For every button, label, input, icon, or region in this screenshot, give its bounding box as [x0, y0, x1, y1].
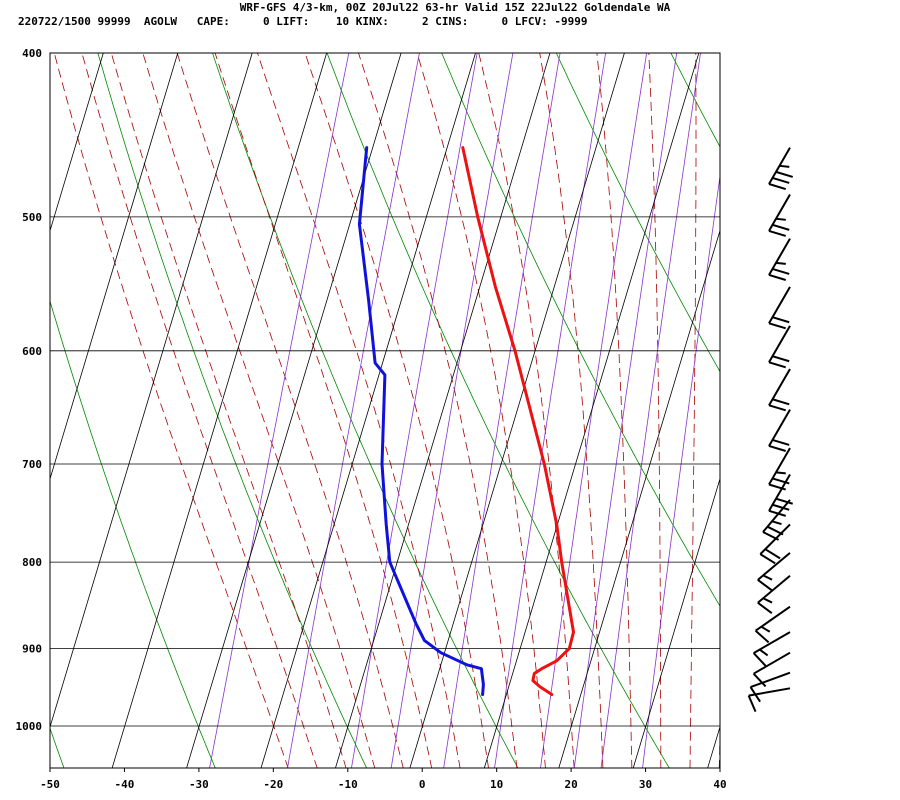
plot-frame	[49, 52, 721, 769]
temperature-tick-label: 10	[490, 778, 503, 791]
moist-adiabat	[304, 53, 489, 768]
wind-barb	[752, 651, 791, 688]
mixing-ratio-line	[443, 53, 561, 768]
isotherm	[483, 53, 700, 768]
wind-barb	[757, 574, 791, 614]
moist-adiabat	[110, 53, 347, 768]
moist-adiabat	[478, 53, 575, 768]
mixing-ratio-line	[209, 53, 350, 768]
isotherm	[335, 53, 551, 768]
isotherm	[0, 15, 40, 768]
moist-adiabat	[718, 718, 720, 768]
background-reference-lines	[0, 15, 900, 769]
dry-adiabat	[50, 727, 65, 768]
pressure-tick-label: 900	[22, 643, 42, 656]
temperature-tick-label: -50	[40, 778, 60, 791]
wind-barb	[768, 447, 791, 491]
wind-barb	[759, 523, 791, 565]
isotherm	[707, 725, 720, 768]
temperature-tick-label: 20	[564, 778, 577, 791]
isotherm	[558, 229, 720, 768]
mixing-ratio-line	[494, 53, 607, 768]
isotherm	[260, 53, 476, 768]
temperature-tick-label: -40	[115, 778, 135, 791]
mixing-ratio-line	[351, 53, 478, 768]
moist-adiabat	[53, 53, 289, 768]
dry-adiabat	[555, 53, 720, 373]
dry-adiabat	[50, 299, 216, 768]
wind-barb	[768, 194, 791, 237]
moist-adiabat	[81, 53, 318, 768]
pressure-tick-label: 1000	[16, 720, 43, 733]
wind-barb	[757, 552, 791, 592]
temperature-tick-label: -10	[338, 778, 358, 791]
moist-adiabat	[142, 53, 376, 768]
wind-barb	[768, 147, 794, 190]
isotherm	[782, 15, 900, 768]
moist-adiabat	[176, 53, 404, 768]
wind-barb	[768, 368, 791, 412]
sounding-traces	[357, 146, 575, 696]
moist-adiabat	[416, 53, 546, 768]
mixing-ratio-line	[573, 53, 678, 768]
mixing-ratio-line	[642, 173, 720, 768]
isotherm	[50, 53, 179, 481]
mixing-ratio-line	[287, 53, 420, 768]
temperature-tick-label: 40	[713, 778, 726, 791]
mixing-ratio-line	[600, 53, 701, 768]
wind-barb	[747, 687, 791, 713]
wind-barb	[768, 238, 791, 281]
moist-adiabat	[214, 53, 433, 768]
pressure-tick-label: 600	[22, 345, 42, 358]
moist-adiabat	[257, 53, 461, 768]
dry-adiabat	[326, 53, 670, 768]
moist-adiabat	[689, 53, 697, 768]
chart-title: WRF-GFS 4/3-km, 00Z 20Jul22 63-hr Valid …	[239, 1, 671, 14]
moist-adiabat	[596, 53, 633, 768]
wind-barb	[768, 473, 794, 517]
temperature-trace	[461, 146, 575, 696]
wind-barb	[768, 409, 791, 452]
isotherm	[632, 477, 720, 768]
wind-barb	[768, 286, 791, 330]
temperature-tick-label: -20	[263, 778, 283, 791]
dewpoint-trace	[357, 146, 485, 696]
isotherm	[409, 53, 625, 768]
isotherm	[111, 53, 328, 768]
temperature-tick-label: 0	[419, 778, 426, 791]
mixing-ratio-line	[540, 53, 648, 768]
isotherm	[50, 53, 253, 729]
mixing-ratio-line	[390, 53, 514, 768]
wind-barb	[768, 325, 791, 369]
temperature-tick-label: -30	[189, 778, 209, 791]
pressure-tick-label: 400	[22, 47, 42, 60]
dry-adiabat	[878, 15, 900, 769]
wind-barb	[754, 605, 791, 644]
temperature-tick-label: 30	[639, 778, 652, 791]
isotherm	[186, 53, 402, 768]
moist-adiabat	[358, 53, 518, 768]
axis-ticks: 400 500 600 700 800 900 1000 -50 -40 -30 -20 -10 0 10…	[16, 47, 727, 791]
stability-indices: 220722/1500 99999 AGOLW CAPE: 0 LIFT: 10…	[18, 15, 588, 28]
pressure-tick-label: 500	[22, 211, 42, 224]
moist-adiabat	[539, 53, 604, 768]
wind-barb	[752, 631, 791, 667]
pressure-tick-label: 800	[22, 556, 42, 569]
wind-barbs	[747, 147, 794, 713]
isotherm	[50, 53, 104, 233]
pressure-tick-label: 700	[22, 458, 42, 471]
moist-adiabat	[648, 53, 662, 768]
dry-adiabat	[441, 53, 720, 607]
dry-adiabat	[97, 53, 368, 768]
